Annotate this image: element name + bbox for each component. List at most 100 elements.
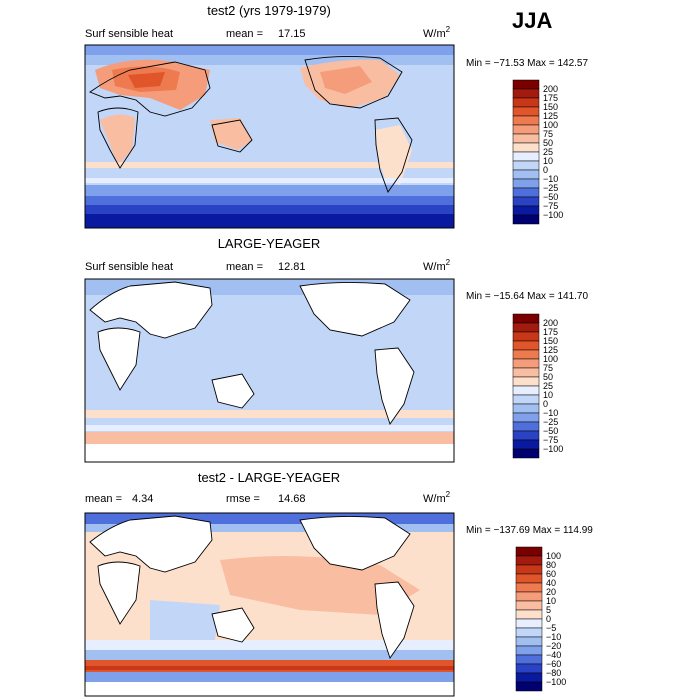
colorbar-swatch [515,555,543,566]
land-mask [89,515,415,659]
panel-large-yeager: LARGE-YEAGER Surf sensible heat mean = 1… [84,236,588,463]
colorbar-tick-label: 175 [543,327,558,337]
colorbar-tick-label: −10 [543,174,558,184]
stat1-label: mean = [85,493,122,505]
colorbar-tick-label: −20 [546,641,561,651]
colorbar-tick-label: 10 [546,596,556,606]
colorbar-swatch [512,169,540,180]
colorbar-swatch [515,636,543,647]
colorbar-swatch [512,358,540,369]
season-label: JJA [512,8,553,33]
colorbar-swatch [512,376,540,387]
colorbar-swatch [512,448,540,459]
colorbar-swatch [512,106,540,117]
colorbar-swatch [512,115,540,126]
map-frame [84,278,455,463]
colorbar-tick-label: −5 [546,623,556,633]
stat2-value: 14.68 [278,493,306,505]
units-label: W/m2 [423,490,451,505]
colorbar-tick-label: −10 [546,632,561,642]
colorbar-tick-label: −25 [543,183,558,193]
colorbar-tick-label: −50 [543,192,558,202]
stat2-label: rmse = [226,493,260,505]
colorbar-tick-label: −100 [546,677,566,687]
map-field [85,45,454,228]
colorbar-tick-label: −75 [543,435,558,445]
colorbar-swatch [512,349,540,360]
colorbar-swatch [512,439,540,450]
colorbar-swatch [512,214,540,225]
colorbar-swatch [512,196,540,207]
colorbar-swatch [512,340,540,351]
panel-title: test2 (yrs 1979-1979) [207,3,331,18]
colorbar-tick-label: 125 [543,345,558,355]
colorbar-tick-label: 175 [543,93,558,103]
colorbar-swatch [515,654,543,665]
stat1-label: mean = [226,261,263,273]
units-label: W/m2 [423,258,451,273]
colorbar-tick-label: −100 [543,210,563,220]
panel-title: test2 - LARGE-YEAGER [198,470,340,485]
colorbar-tick-label: 100 [543,120,558,130]
units-label: W/m2 [423,25,451,40]
minmax-label: Min = −71.53 Max = 142.57 [466,58,588,69]
colorbar-tick-label: 50 [543,372,553,382]
map-frame [84,512,455,697]
colorbar-swatch [515,681,543,692]
colorbar-swatch [512,313,540,324]
panel-title: LARGE-YEAGER [218,236,321,251]
colorbar-swatch [512,88,540,99]
colorbar-swatch [512,430,540,441]
colorbar-tick-label: 60 [546,569,556,579]
colorbar-swatch [515,582,543,593]
colorbar-tick-label: −25 [543,417,558,427]
colorbar-swatch [512,412,540,423]
colorbar-tick-label: 150 [543,102,558,112]
colorbar-swatch [515,591,543,602]
colorbar-tick-label: 80 [546,560,556,570]
colorbar-tick-label: 100 [546,551,561,561]
minmax-label: Min = −15.64 Max = 141.70 [466,291,588,302]
colorbar-swatch [515,546,543,557]
colorbar-tick-label: 75 [543,129,553,139]
panel-difference: test2 - LARGE-YEAGER mean = 4.34 rmse = … [84,470,593,697]
colorbar-swatch [512,142,540,153]
stat1-value: 12.81 [278,261,306,273]
colorbar-swatch [512,151,540,162]
colorbar-tick-label: 0 [543,165,548,175]
colorbar-swatch [512,97,540,108]
colorbar-tick-label: 10 [543,156,553,166]
colorbar-tick-label: 40 [546,578,556,588]
colorbar-tick-label: 25 [543,381,553,391]
colorbar-tick-label: 25 [543,147,553,157]
colorbar-swatch [512,79,540,90]
land-mask [89,281,415,425]
colorbar-swatch [515,600,543,611]
colorbar-swatch [512,367,540,378]
colorbar-swatch [512,178,540,189]
colorbar-tick-label: −10 [543,408,558,418]
colorbar-swatch [515,627,543,638]
stat1-value: 4.34 [132,493,153,505]
colorbar-swatch [512,421,540,432]
colorbar-tick-label: −60 [546,659,561,669]
stat1-value: 17.15 [278,28,306,40]
colorbar-tick-label: 150 [543,336,558,346]
colorbar-swatch [512,160,540,171]
colorbar-tick-label: −100 [543,444,563,454]
coastlines [89,55,413,193]
colorbar-tick-label: 200 [543,318,558,328]
colorbar-tick-label: 20 [546,587,556,597]
colorbar-swatch [515,663,543,674]
colorbar-tick-label: 100 [543,354,558,364]
colorbar-tick-label: 10 [543,390,553,400]
colorbar-tick-label: 5 [546,605,551,615]
colorbar-swatch [515,564,543,575]
colorbar-tick-label: −75 [543,201,558,211]
colorbar-tick-label: 0 [546,614,551,624]
colorbar-tick-label: 75 [543,363,553,373]
